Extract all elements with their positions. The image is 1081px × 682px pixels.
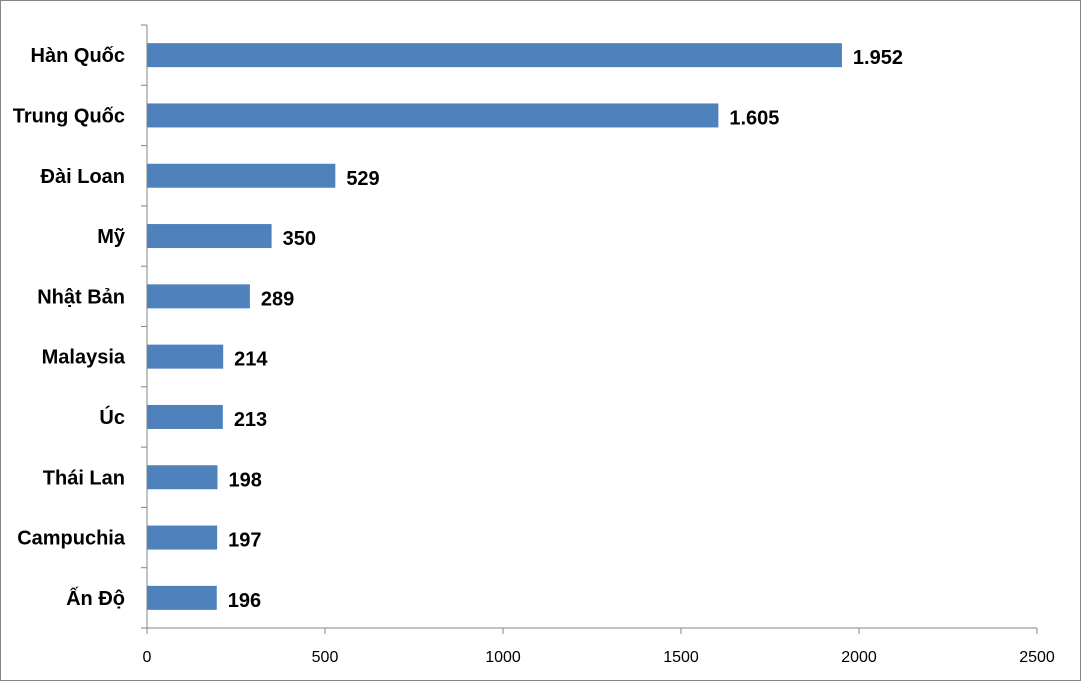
data-label: 1.952 bbox=[853, 47, 903, 69]
category-label: Nhật Bản bbox=[37, 286, 125, 308]
data-label: 214 bbox=[234, 349, 268, 371]
category-label: Ấn Độ bbox=[66, 587, 125, 610]
data-label: 197 bbox=[228, 530, 261, 552]
bar bbox=[147, 404, 223, 429]
category-label: Hàn Quốc bbox=[31, 45, 125, 67]
x-tick-label: 1500 bbox=[663, 649, 699, 666]
x-tick-label: 2500 bbox=[1019, 649, 1055, 666]
data-label: 196 bbox=[228, 590, 261, 612]
x-tick-label: 0 bbox=[143, 649, 152, 666]
category-label: Úc bbox=[99, 405, 125, 429]
data-label: 350 bbox=[283, 228, 316, 250]
category-label: Campuchia bbox=[17, 528, 126, 550]
bar bbox=[147, 585, 217, 610]
bar bbox=[147, 103, 719, 128]
bar bbox=[147, 284, 250, 309]
category-label: Thái Lan bbox=[43, 467, 125, 489]
bar bbox=[147, 525, 218, 550]
data-label: 289 bbox=[261, 288, 294, 310]
data-label: 1.605 bbox=[729, 107, 779, 129]
category-label: Malaysia bbox=[42, 347, 126, 369]
bar bbox=[147, 163, 336, 188]
bar bbox=[147, 465, 218, 490]
data-label: 198 bbox=[228, 469, 261, 491]
category-label: Trung Quốc bbox=[13, 105, 125, 127]
category-label: Mỹ bbox=[97, 226, 126, 248]
data-label: 529 bbox=[346, 168, 379, 190]
x-tick-label: 2000 bbox=[841, 649, 877, 666]
bar bbox=[147, 344, 224, 369]
bar bbox=[147, 224, 272, 249]
category-label: Đài Loan bbox=[41, 166, 125, 188]
bar bbox=[147, 43, 842, 68]
x-tick-label: 1000 bbox=[485, 649, 521, 666]
data-label: 213 bbox=[234, 409, 267, 431]
x-tick-label: 500 bbox=[312, 649, 339, 666]
